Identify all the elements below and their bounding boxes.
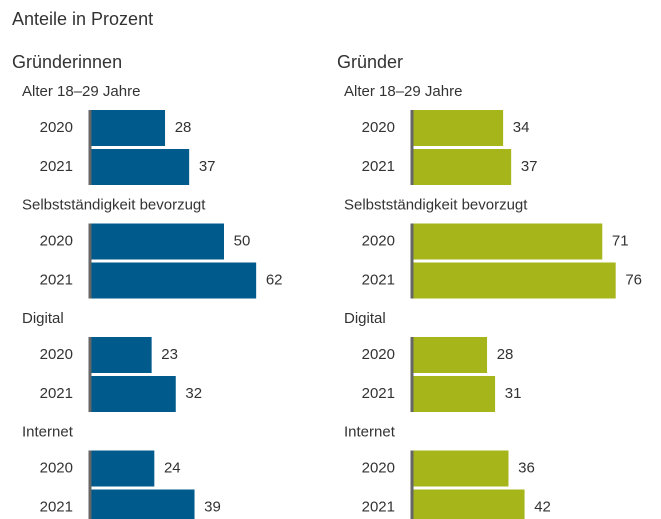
y-tick-label: 2021 bbox=[40, 271, 73, 288]
group-label: Selbstständigkeit bevorzugt bbox=[22, 196, 206, 213]
bar bbox=[412, 450, 509, 487]
value-label: 31 bbox=[505, 385, 522, 402]
bar bbox=[90, 149, 190, 185]
bar bbox=[412, 110, 504, 146]
panel-title: Gründerinnen bbox=[12, 52, 122, 72]
group-label: Selbstständigkeit bevorzugt bbox=[344, 196, 528, 213]
bar bbox=[412, 489, 525, 519]
bar bbox=[90, 110, 166, 146]
value-label: 36 bbox=[518, 459, 535, 476]
value-label: 37 bbox=[199, 158, 216, 175]
y-tick-label: 2020 bbox=[362, 346, 395, 363]
y-tick-label: 2020 bbox=[40, 459, 73, 476]
value-label: 76 bbox=[625, 271, 642, 288]
value-label: 50 bbox=[234, 232, 251, 249]
group-label: Alter 18–29 Jahre bbox=[344, 83, 462, 100]
bar bbox=[412, 376, 496, 412]
y-tick-label: 2021 bbox=[362, 271, 395, 288]
group-label: Internet bbox=[344, 423, 396, 440]
value-label: 62 bbox=[266, 271, 283, 288]
bar bbox=[90, 450, 155, 487]
group-label: Digital bbox=[344, 310, 386, 327]
bar bbox=[412, 149, 512, 185]
value-label: 28 bbox=[175, 119, 192, 136]
value-label: 32 bbox=[185, 385, 202, 402]
y-tick-label: 2021 bbox=[362, 158, 395, 175]
value-label: 24 bbox=[164, 459, 181, 476]
value-label: 71 bbox=[612, 232, 629, 249]
bar bbox=[412, 223, 603, 260]
chart-subtitle: Anteile in Prozent bbox=[12, 9, 153, 29]
value-label: 23 bbox=[161, 346, 178, 363]
y-tick-label: 2021 bbox=[362, 498, 395, 515]
y-tick-label: 2020 bbox=[362, 119, 395, 136]
bar bbox=[412, 337, 488, 373]
y-tick-label: 2020 bbox=[40, 346, 73, 363]
value-label: 34 bbox=[513, 119, 530, 136]
y-tick-label: 2021 bbox=[40, 158, 73, 175]
bar bbox=[90, 223, 224, 260]
value-label: 37 bbox=[521, 158, 538, 175]
value-label: 42 bbox=[534, 498, 551, 515]
bar bbox=[412, 262, 616, 299]
bar bbox=[90, 489, 195, 519]
value-label: 39 bbox=[204, 498, 221, 515]
y-tick-label: 2020 bbox=[40, 232, 73, 249]
y-tick-label: 2020 bbox=[40, 119, 73, 136]
y-tick-label: 2020 bbox=[362, 232, 395, 249]
bar bbox=[90, 376, 176, 412]
panel-title: Gründer bbox=[337, 52, 403, 72]
group-label: Alter 18–29 Jahre bbox=[22, 83, 140, 100]
y-tick-label: 2021 bbox=[40, 498, 73, 515]
value-label: 28 bbox=[497, 346, 514, 363]
y-tick-label: 2021 bbox=[362, 385, 395, 402]
group-label: Internet bbox=[22, 423, 74, 440]
y-tick-label: 2021 bbox=[40, 385, 73, 402]
group-label: Digital bbox=[22, 310, 64, 327]
bar bbox=[90, 262, 257, 299]
y-tick-label: 2020 bbox=[362, 459, 395, 476]
bar bbox=[90, 337, 152, 373]
